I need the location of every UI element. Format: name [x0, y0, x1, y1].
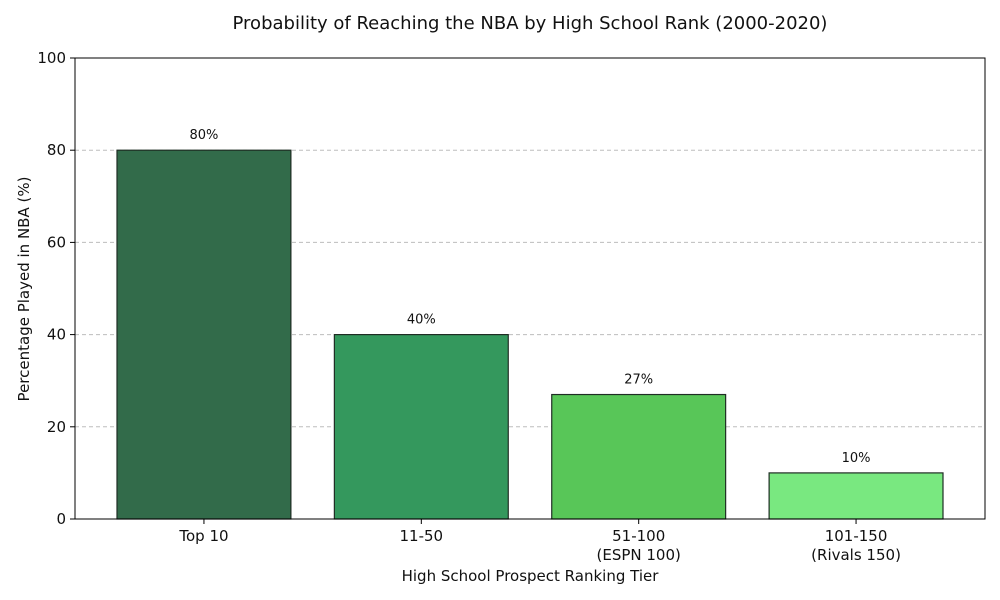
y-tick-label: 60 — [47, 233, 66, 251]
bar — [768, 472, 944, 520]
bar — [116, 149, 292, 520]
data-label: 40% — [407, 313, 436, 328]
x-axis: Top 10 11-50 51-100(ESPN 100) 101-150(Rival… — [178, 519, 901, 564]
y-tick-label: 40 — [47, 326, 66, 344]
x-tick-label: 51-100 — [612, 527, 665, 545]
y-tick-label: 80 — [47, 141, 66, 159]
y-axis: 0 20 40 60 80 100 — [37, 49, 75, 528]
y-tick-label: 100 — [37, 49, 66, 67]
x-tick-label: 11-50 — [400, 527, 444, 545]
data-label: 27% — [624, 373, 653, 388]
x-tick-label: Top 10 — [178, 527, 228, 545]
chart-title: Probability of Reaching the NBA by High … — [233, 13, 828, 34]
y-axis-label: Percentage Played in NBA (%) — [15, 177, 33, 402]
grid-lines — [75, 149, 985, 428]
data-label: 10% — [842, 451, 871, 466]
bar — [333, 334, 509, 520]
x-tick-label: 101-150 — [825, 527, 888, 545]
x-axis-label: High School Prospect Ranking Tier — [402, 567, 660, 585]
y-tick-label: 0 — [56, 510, 66, 528]
x-tick-label: (Rivals 150) — [811, 546, 901, 564]
plot-frame — [74, 57, 986, 520]
data-labels: 80% 40% 27% 10% — [189, 128, 870, 466]
x-tick-label: (ESPN 100) — [596, 546, 680, 564]
bars — [116, 149, 944, 520]
bar — [551, 393, 727, 520]
y-tick-label: 20 — [47, 418, 66, 436]
data-label: 80% — [189, 128, 218, 143]
